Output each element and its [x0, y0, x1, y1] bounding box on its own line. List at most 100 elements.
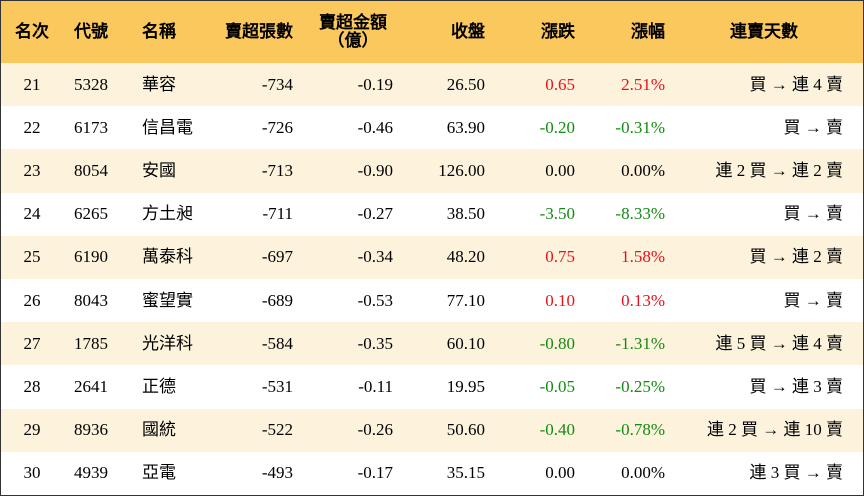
- table-cell: 23: [23, 161, 41, 181]
- table-cell: 買 → 連 4 賣: [749, 74, 844, 94]
- table-cell: -0.20: [539, 117, 575, 137]
- table-cell: 63.90: [446, 117, 485, 137]
- table-cell: -493: [261, 463, 293, 483]
- table-cell: 19.95: [446, 377, 485, 397]
- table-cell: 6173: [74, 117, 108, 137]
- table-cell: 27: [23, 333, 41, 353]
- table-cell: -711: [262, 204, 293, 224]
- table-cell: 6190: [74, 247, 108, 267]
- table-row: 23 8054 安國 -713 -0.90 126.00 0.00 0.00% 連 2 買 → …: [1, 149, 863, 193]
- table-row: 21 5328 華容 -734 -0.19 26.50 0.65 2.51% 買 → 連 4 賣: [1, 63, 863, 107]
- table-cell: 2.51%: [621, 74, 665, 94]
- table-cell: 30: [23, 463, 41, 483]
- table-cell: -531: [261, 377, 293, 397]
- table-cell: 1.58%: [621, 247, 665, 267]
- table-row: 28 2641 正德 -531 -0.11 19.95 -0.05 -0.25% 買 → 連 3…: [1, 365, 863, 409]
- table-cell: -689: [261, 290, 293, 310]
- table-cell: 126.00: [438, 161, 485, 181]
- table-cell: -734: [261, 74, 293, 94]
- table-cell: 0.13%: [621, 290, 665, 310]
- table-cell: -0.26: [357, 420, 393, 440]
- table-cell: 連 2 買 → 連 10 賣: [707, 420, 843, 440]
- table-cell: 方土昶: [142, 204, 193, 224]
- table-row: 26 8043 蜜望實 -689 -0.53 77.10 0.10 0.13% 買 → 賣: [1, 279, 863, 323]
- table-row: 24 6265 方土昶 -711 -0.27 38.50 -3.50 -8.33% 買 → 賣: [1, 192, 863, 236]
- table-cell: -0.34: [357, 247, 393, 267]
- table-cell: 2641: [74, 377, 108, 397]
- table-cell: -0.90: [357, 161, 393, 181]
- header-cell: 代號: [74, 22, 108, 42]
- header-cell: 漲跌: [541, 22, 575, 42]
- header-cell: 收盤: [451, 22, 485, 42]
- table-cell: 買 → 賣: [783, 204, 844, 224]
- table-cell: 0.00%: [621, 161, 665, 181]
- table-cell: 77.10: [446, 290, 485, 310]
- table-cell: -697: [261, 247, 293, 267]
- table-cell: 亞電: [142, 463, 176, 483]
- table-cell: -3.50: [539, 204, 575, 224]
- table-cell: 4939: [74, 463, 108, 483]
- table-cell: 0.75: [545, 247, 575, 267]
- table-row: 29 8936 國統 -522 -0.26 50.60 -0.40 -0.78% 連 2 買 →…: [1, 408, 863, 452]
- table-cell: 50.60: [446, 420, 485, 440]
- table-cell: 買 → 賣: [783, 117, 844, 137]
- table-cell: 29: [23, 420, 41, 440]
- table-cell: 0.00: [545, 463, 575, 483]
- table-cell: -1.31%: [615, 333, 665, 353]
- table-cell: 5328: [74, 74, 108, 94]
- table-cell: 買 → 賣: [783, 290, 844, 310]
- table-cell: -0.35: [357, 333, 393, 353]
- table-row: 30 4939 亞電 -493 -0.17 35.15 0.00 0.00% 連 3 買 → 賣: [1, 451, 863, 495]
- table-cell: 6265: [74, 204, 108, 224]
- table-cell: -726: [261, 117, 293, 137]
- table-cell: -0.53: [357, 290, 393, 310]
- header-row: 名次 代號 名稱 賣超張數 賣超金額 （億） 收盤 漲跌 漲幅 連賣天數: [1, 1, 863, 63]
- table-cell: 華容: [142, 74, 176, 94]
- table-cell: -0.17: [357, 463, 393, 483]
- header-cell: 連賣天數: [730, 22, 798, 42]
- table-cell: 21: [23, 74, 41, 94]
- table-cell: 38.50: [446, 204, 485, 224]
- table-cell: -0.40: [539, 420, 575, 440]
- table-row: 25 6190 萬泰科 -697 -0.34 48.20 0.75 1.58% 買 → 連 2 …: [1, 235, 863, 279]
- table-cell: 60.10: [446, 333, 485, 353]
- table-cell: -0.05: [539, 377, 575, 397]
- table-cell: 正德: [142, 377, 176, 397]
- table-cell: -522: [261, 420, 293, 440]
- header-cell: 賣超金額 （億）: [319, 13, 387, 50]
- header-cell: 賣超張數: [225, 22, 293, 42]
- table-cell: 0.65: [545, 74, 575, 94]
- table-cell: 0.10: [545, 290, 575, 310]
- table-cell: 買 → 連 3 賣: [749, 377, 844, 397]
- table-cell: 8054: [74, 161, 108, 181]
- table-cell: 萬泰科: [142, 247, 193, 267]
- table-cell: 26: [23, 290, 41, 310]
- table-cell: 光洋科: [142, 333, 193, 353]
- table-cell: -8.33%: [615, 204, 665, 224]
- table-cell: 0.00%: [621, 463, 665, 483]
- table-cell: 26.50: [446, 74, 485, 94]
- table-cell: 35.15: [446, 463, 485, 483]
- table-cell: -0.19: [357, 74, 393, 94]
- table-cell: -0.46: [357, 117, 393, 137]
- table-cell: 28: [23, 377, 41, 397]
- table-cell: -0.31%: [615, 117, 665, 137]
- table-cell: -0.25%: [615, 377, 665, 397]
- table-cell: -0.11: [358, 377, 393, 397]
- table-cell: 蜜望實: [142, 290, 193, 310]
- header-cell: 名稱: [142, 22, 176, 42]
- table-cell: 22: [23, 117, 41, 137]
- table-cell: 國統: [142, 420, 176, 440]
- table-cell: -713: [261, 161, 293, 181]
- table-row: 22 6173 信昌電 -726 -0.46 63.90 -0.20 -0.31% 買 → 賣: [1, 106, 863, 150]
- table-cell: 連 3 買 → 賣: [749, 463, 844, 483]
- table-cell: -0.80: [539, 333, 575, 353]
- header-cell: 名次: [15, 22, 49, 42]
- table-cell: 連 2 買 → 連 2 賣: [715, 161, 844, 181]
- table-cell: -0.27: [357, 204, 393, 224]
- table-cell: -0.78%: [615, 420, 665, 440]
- table-cell: 信昌電: [142, 117, 193, 137]
- table-cell: 48.20: [446, 247, 485, 267]
- table-cell: -584: [261, 333, 293, 353]
